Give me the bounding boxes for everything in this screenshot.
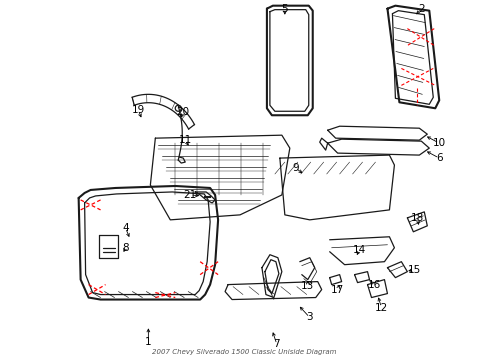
Text: 11: 11: [178, 135, 191, 145]
Text: 2: 2: [417, 4, 424, 14]
Text: 5: 5: [281, 4, 287, 14]
Text: 15: 15: [407, 265, 420, 275]
Text: 10: 10: [432, 138, 445, 148]
Text: 12: 12: [374, 302, 387, 312]
Text: 20: 20: [176, 107, 189, 117]
Text: 13: 13: [301, 280, 314, 291]
Text: 1: 1: [145, 337, 151, 347]
Text: 9: 9: [292, 163, 299, 173]
Text: 2007 Chevy Silverado 1500 Classic Uniside Diagram: 2007 Chevy Silverado 1500 Classic Unisid…: [151, 349, 336, 355]
Text: 19: 19: [132, 105, 145, 115]
Text: 6: 6: [435, 153, 442, 163]
Text: 14: 14: [352, 245, 366, 255]
Text: 16: 16: [367, 280, 380, 289]
Text: 17: 17: [330, 284, 344, 294]
Text: 18: 18: [410, 213, 423, 223]
Text: 21: 21: [183, 190, 197, 200]
Text: 4: 4: [122, 223, 128, 233]
Text: 3: 3: [306, 312, 312, 323]
Text: 8: 8: [122, 243, 128, 253]
Text: 7: 7: [273, 339, 280, 349]
